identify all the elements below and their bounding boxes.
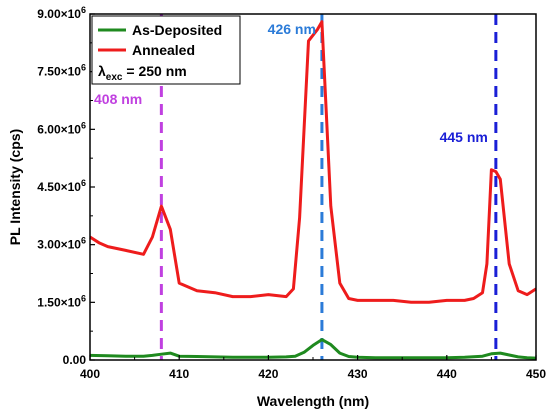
y-tick-label: 0.00 (63, 353, 87, 367)
marker-label-0: 408 nm (94, 91, 142, 107)
x-tick-label: 410 (169, 367, 189, 381)
marker-label-2: 445 nm (440, 129, 488, 145)
x-tick-label: 440 (437, 367, 457, 381)
y-tick-label: 7.50×106 (37, 63, 86, 79)
x-tick-label: 420 (258, 367, 278, 381)
y-tick-label: 6.00×106 (37, 120, 86, 136)
y-tick-label: 1.50×106 (37, 293, 86, 309)
y-tick-label: 3.00×106 (37, 236, 86, 252)
legend-label: Annealed (132, 42, 195, 58)
excitation-label: λexc = 250 nm (98, 63, 187, 83)
legend-label: As-Deposited (132, 22, 222, 38)
marker-label-1: 426 nm (268, 21, 316, 37)
y-axis-title: PL Intensity (cps) (7, 129, 23, 245)
x-tick-label: 430 (348, 367, 368, 381)
y-tick-label: 4.50×106 (37, 178, 86, 194)
x-tick-label: 400 (80, 367, 100, 381)
x-tick-label: 450 (526, 367, 546, 381)
x-axis-title: Wavelength (nm) (257, 393, 369, 409)
series-line-annealed (89, 20, 537, 304)
series-line-as-deposited (89, 338, 537, 360)
y-tick-label: 9.00×106 (37, 5, 86, 21)
